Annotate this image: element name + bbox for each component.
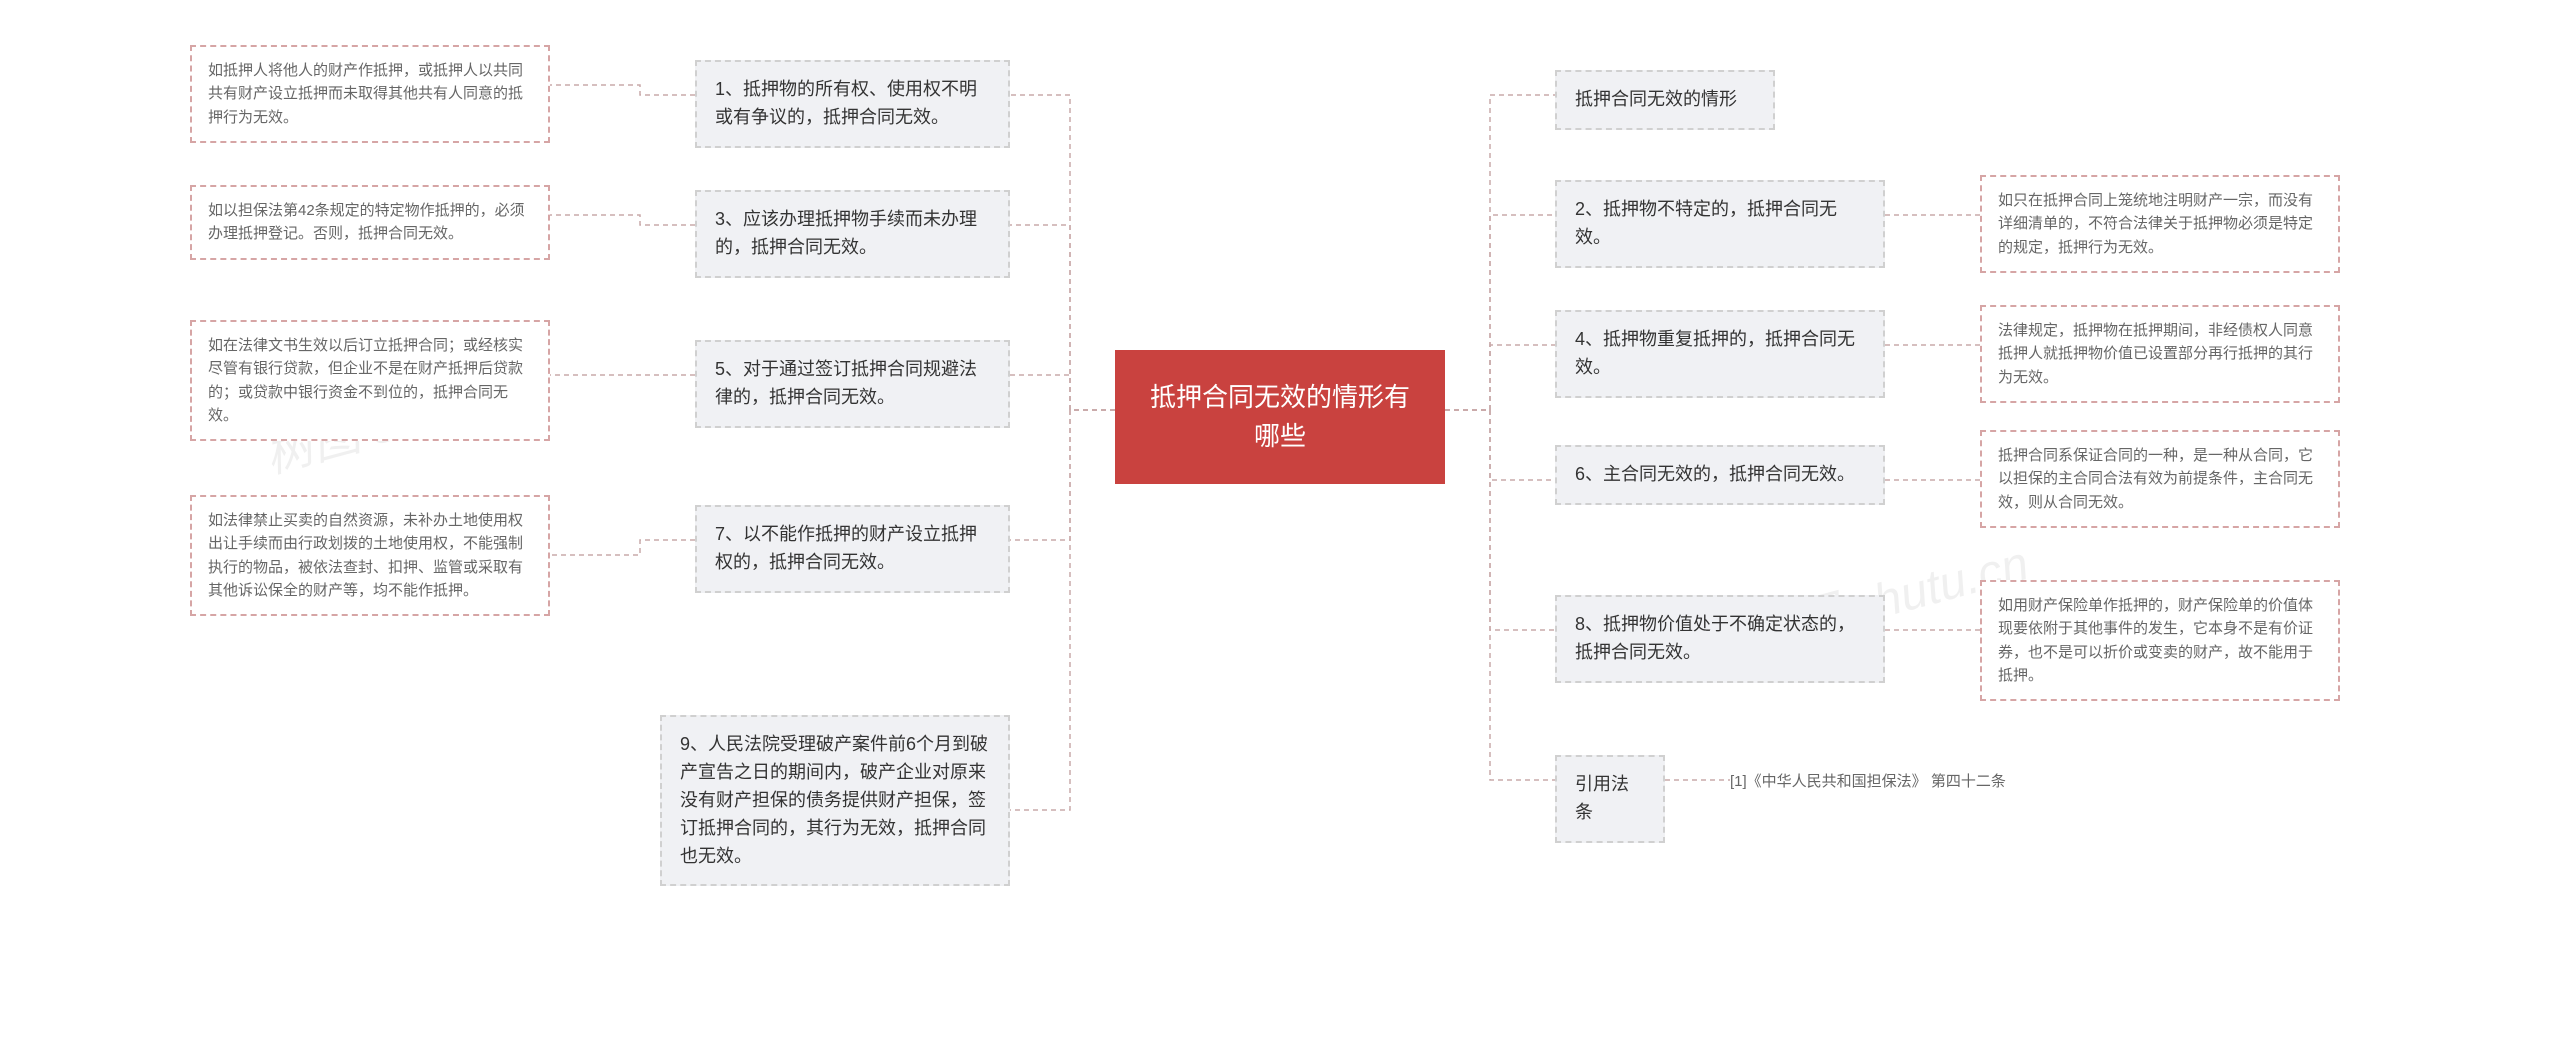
right-branch-4: 4、抵押物重复抵押的，抵押合同无效。 — [1555, 310, 1885, 398]
right-branch-heading: 抵押合同无效的情形 — [1555, 70, 1775, 130]
center-node: 抵押合同无效的情形有哪些 — [1115, 350, 1445, 484]
right-branch-ref: 引用法条 — [1555, 755, 1665, 843]
right-branch-8: 8、抵押物价值处于不确定状态的，抵押合同无效。 — [1555, 595, 1885, 683]
left-leaf-5: 如在法律文书生效以后订立抵押合同；或经核实尽管有银行贷款，但企业不是在财产抵押后… — [190, 320, 550, 441]
left-branch-7: 7、以不能作抵押的财产设立抵押权的，抵押合同无效。 — [695, 505, 1010, 593]
right-branch-6: 6、主合同无效的，抵押合同无效。 — [1555, 445, 1885, 505]
left-branch-1: 1、抵押物的所有权、使用权不明或有争议的，抵押合同无效。 — [695, 60, 1010, 148]
right-leaf-2: 如只在抵押合同上笼统地注明财产一宗，而没有详细清单的，不符合法律关于抵押物必须是… — [1980, 175, 2340, 273]
right-leaf-8: 如用财产保险单作抵押的，财产保险单的价值体现要依附于其他事件的发生，它本身不是有… — [1980, 580, 2340, 701]
left-branch-5: 5、对于通过签订抵押合同规避法律的，抵押合同无效。 — [695, 340, 1010, 428]
left-leaf-3: 如以担保法第42条规定的特定物作抵押的，必须办理抵押登记。否则，抵押合同无效。 — [190, 185, 550, 260]
right-leaf-4: 法律规定，抵押物在抵押期间，非经债权人同意抵押人就抵押物价值已设置部分再行抵押的… — [1980, 305, 2340, 403]
right-branch-2: 2、抵押物不特定的，抵押合同无效。 — [1555, 180, 1885, 268]
left-leaf-1: 如抵押人将他人的财产作抵押，或抵押人以共同共有财产设立抵押而未取得其他共有人同意… — [190, 45, 550, 143]
left-branch-9: 9、人民法院受理破产案件前6个月到破产宣告之日的期间内，破产企业对原来没有财产担… — [660, 715, 1010, 886]
ref-text: [1]《中华人民共和国担保法》 第四十二条 — [1730, 770, 2006, 791]
left-leaf-7: 如法律禁止买卖的自然资源，未补办土地使用权出让手续而由行政划拨的土地使用权，不能… — [190, 495, 550, 616]
left-branch-3: 3、应该办理抵押物手续而未办理的，抵押合同无效。 — [695, 190, 1010, 278]
right-leaf-6: 抵押合同系保证合同的一种，是一种从合同，它以担保的主合同合法有效为前提条件，主合… — [1980, 430, 2340, 528]
